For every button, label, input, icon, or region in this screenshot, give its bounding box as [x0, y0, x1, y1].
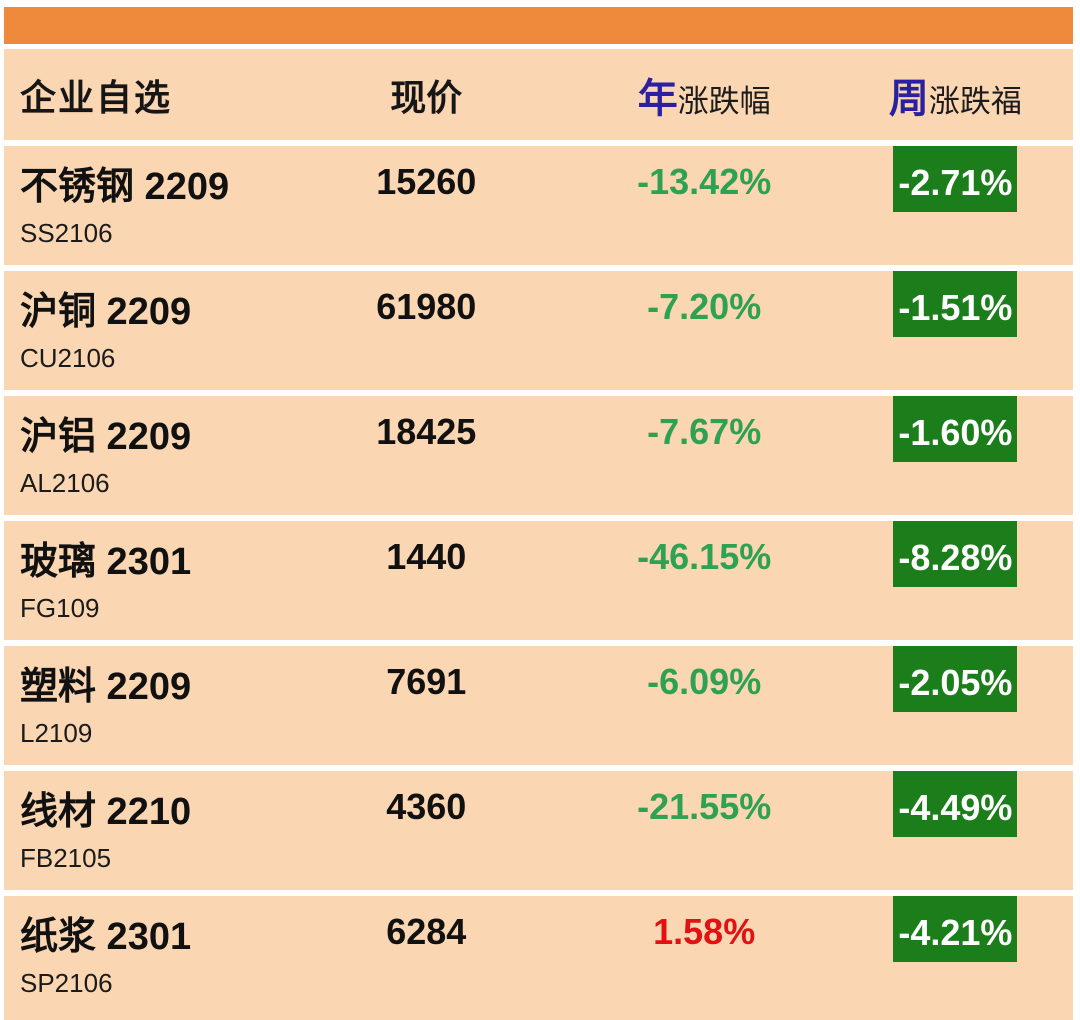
column-header-watchlist: 企业自选	[20, 76, 173, 118]
year-change: -13.42%	[637, 161, 772, 202]
current-price: 7691	[386, 661, 467, 702]
column-header-week-change: 周涨跌福	[838, 66, 1073, 124]
table-row: 玻璃 2301 FG109 1440 -46.15% -8.28%	[4, 521, 1073, 640]
instrument-name: 不锈钢 2209	[20, 165, 230, 208]
instrument-code: L2109	[20, 718, 93, 748]
instrument-cell: 不锈钢 2209 SS2106	[4, 146, 282, 265]
quote-table-body: 不锈钢 2209 SS2106 15260 -13.42% -2.71% 沪铜 …	[4, 146, 1073, 1020]
instrument-cell: 线材 2210 FB2105	[4, 771, 282, 890]
year-change: -7.67%	[647, 411, 762, 452]
year-change: 1.58%	[653, 911, 756, 952]
week-change-badge: -4.49%	[893, 771, 1018, 837]
week-change-cell: -1.60%	[838, 396, 1073, 515]
table-row: 纸浆 2301 SP2106 6284 1.58% -4.21%	[4, 896, 1073, 1020]
table-header-row: 企业自选 现价 年涨跌幅 周涨跌福	[4, 49, 1073, 140]
week-change-badge: -8.28%	[893, 521, 1018, 587]
instrument-cell: 玻璃 2301 FG109	[4, 521, 282, 640]
instrument-code: SP2106	[20, 968, 113, 998]
week-change-cell: -4.21%	[838, 896, 1073, 1020]
instrument-name: 沪铜 2209	[20, 290, 192, 333]
instrument-code: CU2106	[20, 343, 116, 373]
week-change-cell: -8.28%	[838, 521, 1073, 640]
week-change-badge: -1.60%	[893, 396, 1018, 462]
instrument-name: 沪铝 2209	[20, 415, 192, 458]
week-change-badge: -1.51%	[893, 271, 1018, 337]
current-price: 61980	[376, 286, 477, 327]
current-price: 6284	[386, 911, 467, 952]
year-change: -7.20%	[647, 286, 762, 327]
instrument-name: 线材 2210	[20, 790, 192, 833]
table-row: 线材 2210 FB2105 4360 -21.55% -4.49%	[4, 771, 1073, 890]
instrument-name: 玻璃 2301	[20, 540, 192, 583]
year-accent-char: 年	[637, 76, 678, 121]
table-row: 沪铝 2209 AL2106 18425 -7.67% -1.60%	[4, 396, 1073, 515]
instrument-code: FG109	[20, 593, 100, 623]
instrument-cell: 纸浆 2301 SP2106	[4, 896, 282, 1020]
table-row: 塑料 2209 L2109 7691 -6.09% -2.05%	[4, 646, 1073, 765]
week-change-cell: -4.49%	[838, 771, 1073, 890]
week-accent-char: 周	[888, 76, 929, 121]
year-change: -46.15%	[637, 536, 772, 577]
title-bar	[4, 7, 1073, 44]
week-header-rest: 涨跌福	[928, 83, 1022, 119]
current-price: 18425	[376, 411, 477, 452]
column-header-price: 现价	[390, 76, 463, 118]
instrument-code: FB2105	[20, 843, 112, 873]
week-change-cell: -2.05%	[838, 646, 1073, 765]
week-change-badge: -2.05%	[893, 646, 1018, 712]
instrument-cell: 塑料 2209 L2109	[4, 646, 282, 765]
current-price: 1440	[386, 536, 467, 577]
instrument-name: 塑料 2209	[20, 665, 192, 708]
instrument-cell: 沪铜 2209 CU2106	[4, 271, 282, 390]
year-change: -21.55%	[637, 786, 772, 827]
instrument-code: SS2106	[20, 218, 113, 248]
current-price: 4360	[386, 786, 467, 827]
table-row: 不锈钢 2209 SS2106 15260 -13.42% -2.71%	[4, 146, 1073, 265]
table-row: 沪铜 2209 CU2106 61980 -7.20% -1.51%	[4, 271, 1073, 390]
instrument-cell: 沪铝 2209 AL2106	[4, 396, 282, 515]
week-change-badge: -4.21%	[893, 896, 1018, 962]
year-header-rest: 涨跌幅	[677, 83, 771, 119]
instrument-name: 纸浆 2301	[20, 915, 192, 958]
week-change-cell: -2.71%	[838, 146, 1073, 265]
week-change-badge: -2.71%	[893, 146, 1018, 212]
week-change-cell: -1.51%	[838, 271, 1073, 390]
instrument-code: AL2106	[20, 468, 110, 498]
column-header-year-change: 年涨跌幅	[571, 66, 838, 124]
current-price: 15260	[376, 161, 477, 202]
year-change: -6.09%	[647, 661, 762, 702]
